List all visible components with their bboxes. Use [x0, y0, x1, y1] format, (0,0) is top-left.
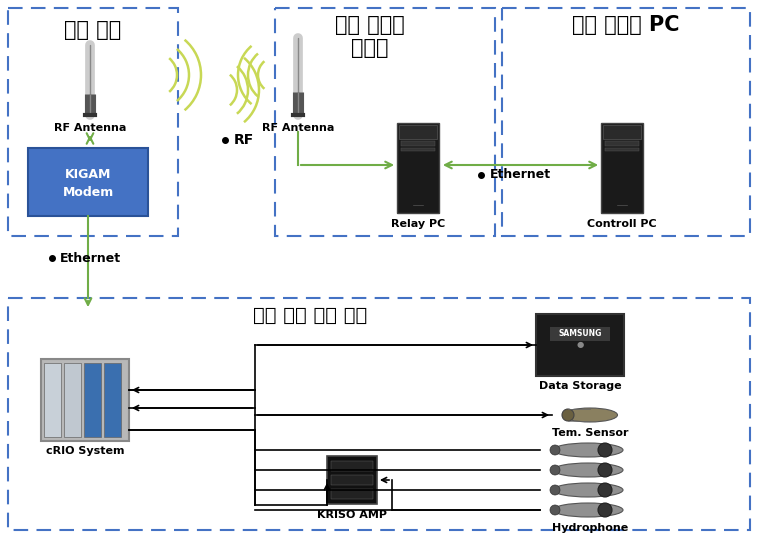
- Text: Data Storage: Data Storage: [539, 381, 622, 391]
- FancyBboxPatch shape: [399, 125, 437, 139]
- FancyBboxPatch shape: [536, 314, 624, 376]
- Ellipse shape: [562, 408, 618, 422]
- Text: cRIO System: cRIO System: [46, 446, 124, 456]
- Text: ●: ●: [576, 341, 584, 349]
- Ellipse shape: [553, 483, 623, 497]
- Bar: [8, 8, 178, 236]
- Text: 원격 컨트롤 PC: 원격 컨트롤 PC: [572, 15, 680, 35]
- Text: Relay PC: Relay PC: [391, 219, 445, 229]
- FancyBboxPatch shape: [601, 123, 643, 213]
- Ellipse shape: [598, 503, 612, 517]
- FancyBboxPatch shape: [605, 141, 639, 146]
- FancyBboxPatch shape: [84, 363, 101, 437]
- FancyBboxPatch shape: [401, 141, 435, 146]
- FancyBboxPatch shape: [331, 475, 373, 485]
- Ellipse shape: [550, 485, 560, 495]
- FancyBboxPatch shape: [603, 125, 641, 139]
- Text: SAMSUNG: SAMSUNG: [559, 329, 602, 338]
- FancyBboxPatch shape: [401, 148, 435, 151]
- Bar: [275, 8, 495, 236]
- Text: Hydrophone: Hydrophone: [552, 523, 628, 533]
- Ellipse shape: [598, 483, 612, 497]
- Text: Ethernet: Ethernet: [60, 252, 121, 265]
- Ellipse shape: [550, 445, 560, 455]
- FancyBboxPatch shape: [64, 363, 81, 437]
- Text: 수중 음파 계측 모듈: 수중 음파 계측 모듈: [253, 306, 367, 324]
- Ellipse shape: [553, 443, 623, 457]
- FancyBboxPatch shape: [397, 123, 439, 213]
- Bar: [8, 298, 750, 530]
- Ellipse shape: [553, 503, 623, 517]
- FancyBboxPatch shape: [44, 363, 61, 437]
- Text: 수상 부표: 수상 부표: [65, 20, 121, 40]
- Text: Ethernet: Ethernet: [490, 169, 551, 182]
- FancyBboxPatch shape: [331, 461, 373, 471]
- Text: KIGAM
Modem: KIGAM Modem: [62, 168, 114, 198]
- Text: Tem. Sensor: Tem. Sensor: [552, 428, 628, 438]
- Text: RF: RF: [234, 133, 254, 147]
- Ellipse shape: [550, 465, 560, 475]
- Ellipse shape: [550, 505, 560, 515]
- Text: KRISO AMP: KRISO AMP: [317, 510, 387, 520]
- FancyBboxPatch shape: [104, 363, 121, 437]
- FancyBboxPatch shape: [28, 148, 148, 216]
- FancyBboxPatch shape: [605, 148, 639, 151]
- Text: RF Antenna: RF Antenna: [54, 123, 126, 133]
- Ellipse shape: [562, 409, 574, 421]
- Ellipse shape: [598, 463, 612, 477]
- Text: 시스템: 시스템: [351, 38, 389, 58]
- Text: 육상 릴레이: 육상 릴레이: [335, 15, 405, 35]
- Text: Controll PC: Controll PC: [587, 219, 657, 229]
- Text: RF Antenna: RF Antenna: [262, 123, 334, 133]
- Bar: [502, 8, 750, 236]
- FancyBboxPatch shape: [327, 456, 377, 504]
- FancyBboxPatch shape: [550, 327, 610, 341]
- FancyBboxPatch shape: [331, 489, 373, 499]
- Ellipse shape: [553, 463, 623, 477]
- Ellipse shape: [598, 443, 612, 457]
- FancyBboxPatch shape: [41, 359, 129, 441]
